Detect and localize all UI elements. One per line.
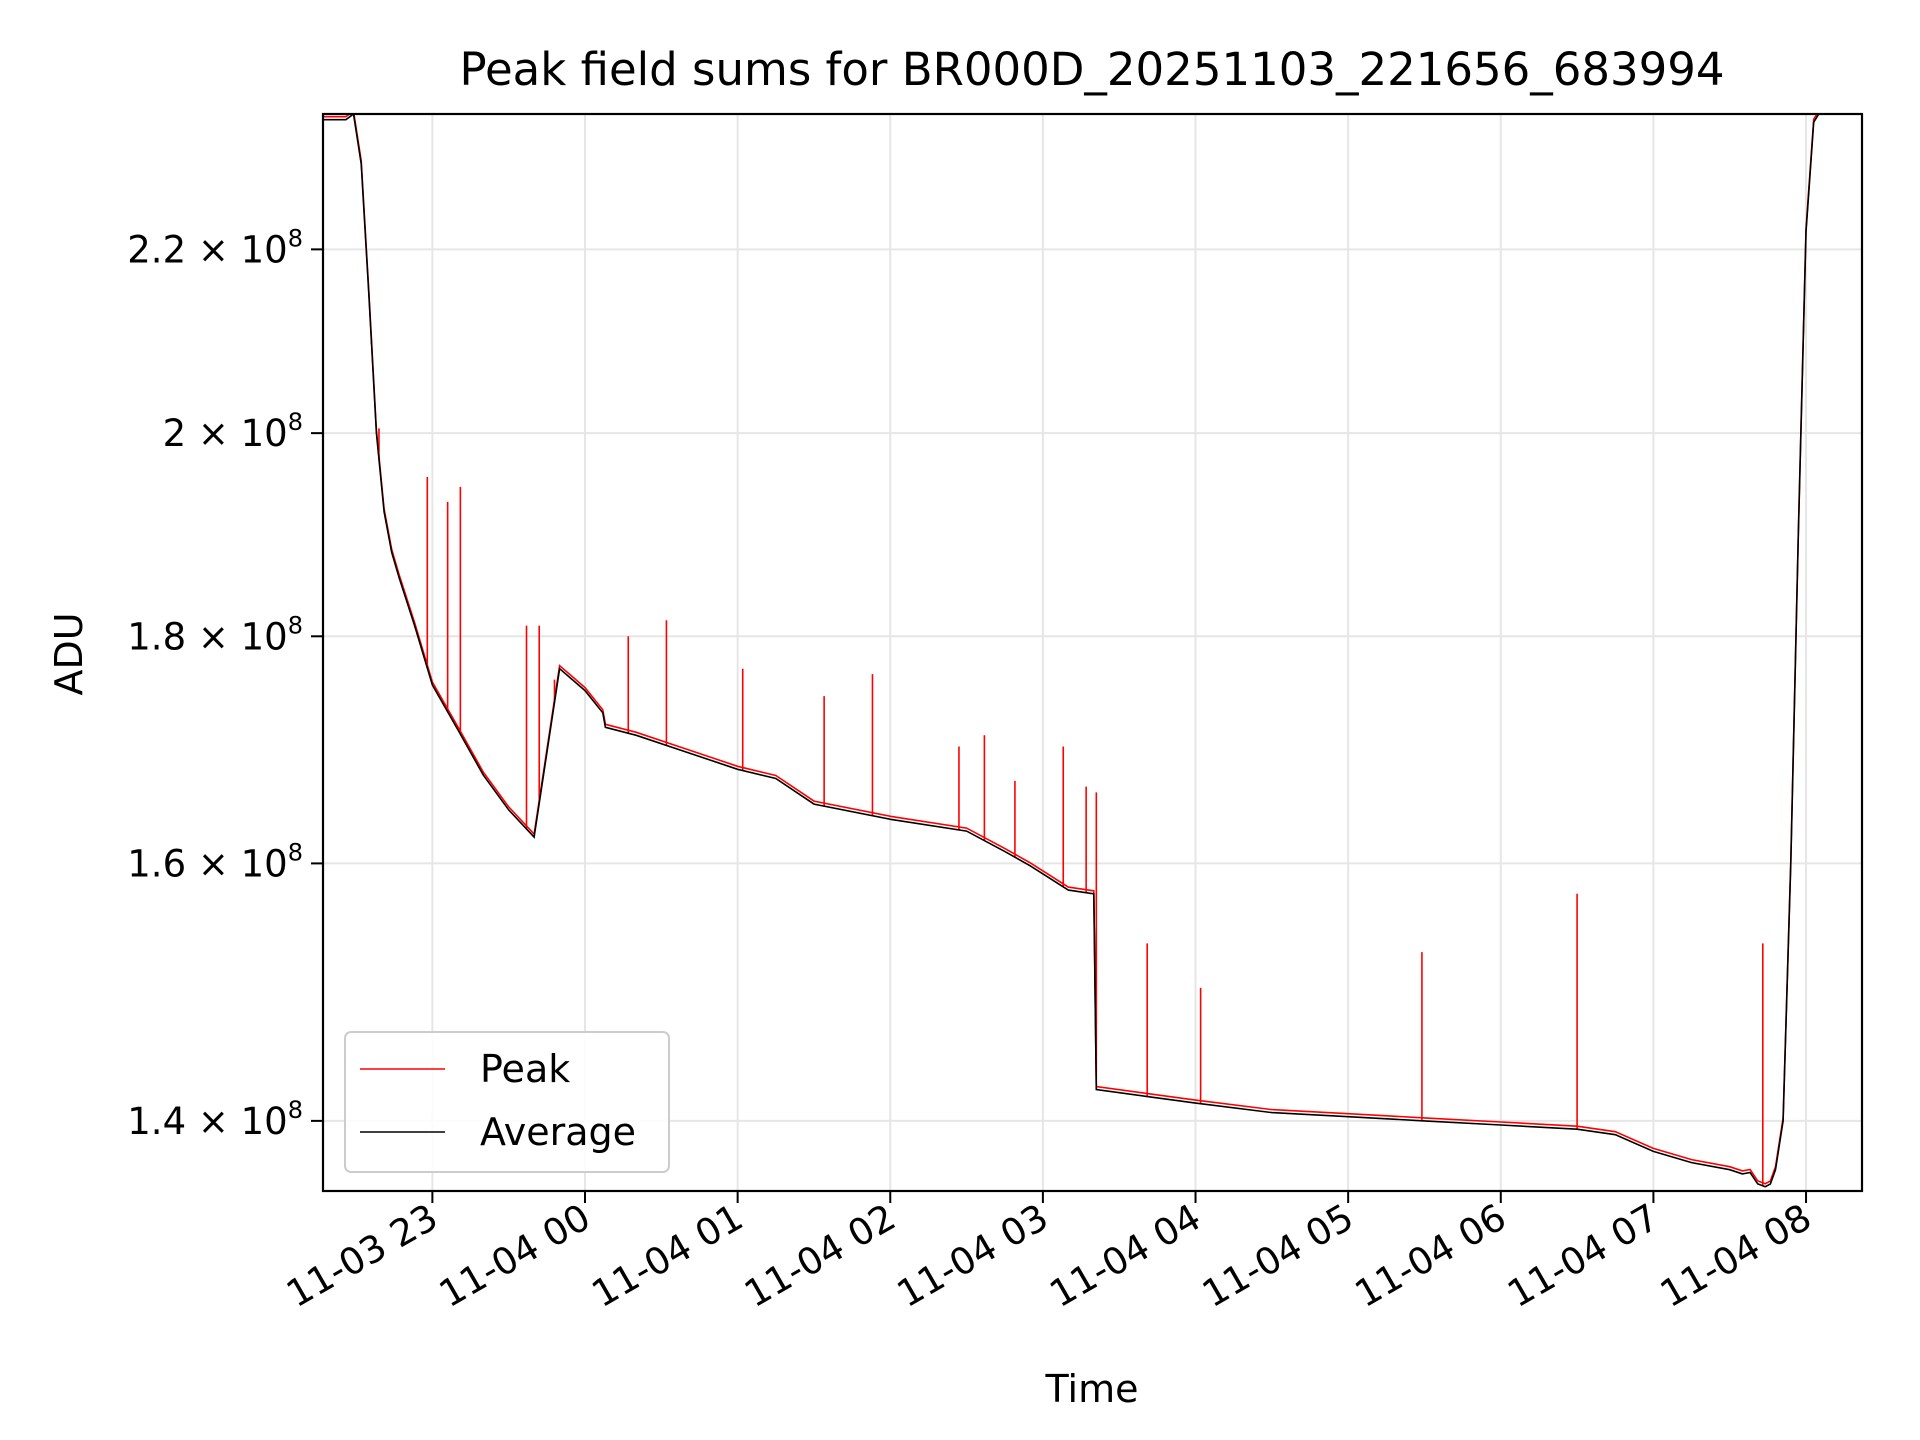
y-axis: 1.4 × 108 1.6 × 108 1.8 × 108 2 × 108 2.2 × …	[127, 224, 323, 1143]
series-group	[323, 114, 1862, 1188]
grid-lines	[323, 114, 1862, 1191]
series-layer	[323, 114, 1862, 1188]
y-tick-label: 2 × 108	[163, 408, 303, 455]
y-tick-label: 1.8 × 108	[127, 611, 303, 658]
x-axis-label: Time	[1045, 1367, 1139, 1411]
plot-frame	[321, 112, 1864, 1193]
y-tick-label: 1.4 × 108	[127, 1096, 303, 1143]
y-axis-label: ADU	[47, 612, 91, 695]
chart-title: Peak field sums for BR000D_20251103_2216…	[459, 43, 1724, 96]
legend-box	[344, 1031, 670, 1173]
y-tick-label: 1.6 × 108	[127, 838, 303, 885]
legend: Peak Average	[344, 1031, 670, 1173]
y-tick-label: 2.2 × 108	[127, 224, 303, 271]
legend-label-peak: Peak	[480, 1047, 570, 1091]
peak-line	[323, 114, 1818, 1185]
legend-label-average: Average	[480, 1110, 636, 1154]
average-line	[323, 114, 1862, 1188]
